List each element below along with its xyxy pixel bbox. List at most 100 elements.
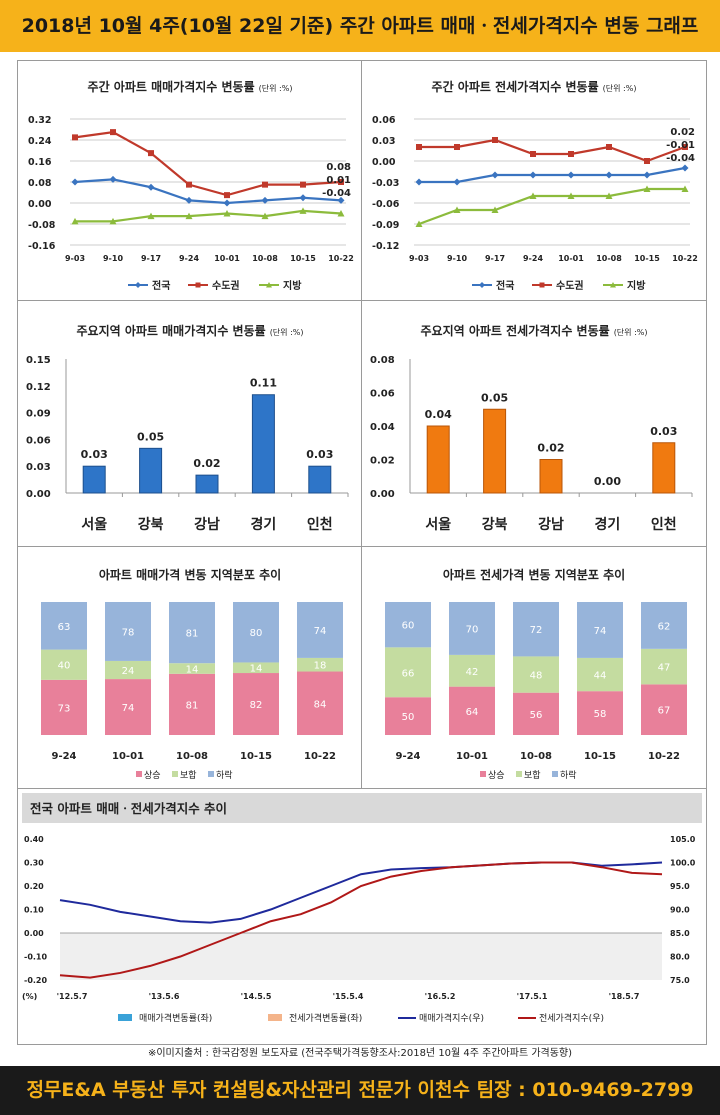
jeonse-region-chart: 주요지역 아파트 전세가격지수 변동률 (단위 :%) 0.08 0.06 0.04 0.…	[370, 323, 693, 533]
x-tick-label: 10-08	[252, 254, 278, 263]
segment-value-label: 14	[186, 665, 199, 676]
data-point	[491, 171, 499, 179]
end-value-label: 0.02	[670, 127, 695, 138]
data-point	[72, 134, 78, 141]
bar-value-label: 0.00	[594, 475, 621, 488]
stack-segment	[449, 686, 495, 735]
data-point	[337, 210, 345, 217]
end-value-label: -0.04	[322, 188, 351, 199]
stack-segment	[385, 647, 431, 698]
legend-swatch	[136, 771, 142, 777]
stack-segment	[105, 679, 151, 735]
segment-value-label: 74	[314, 626, 327, 637]
segment-value-label: 78	[122, 627, 135, 638]
stack-segment	[233, 662, 279, 674]
legend-swatch	[268, 1014, 282, 1021]
bar-value-label: 0.02	[193, 457, 220, 470]
stack-segment	[385, 602, 431, 648]
x-tick-label: 10-15	[634, 254, 660, 263]
category-label: 강북	[482, 516, 508, 533]
right-tick-label: 95.0	[670, 882, 690, 891]
stack-segment	[513, 656, 559, 693]
bar	[483, 408, 507, 494]
category-label: 10-08	[520, 751, 552, 762]
segment-value-label: 74	[122, 703, 135, 714]
x-tick-label: 10-08	[596, 254, 622, 263]
data-point	[605, 192, 613, 199]
data-point	[185, 212, 193, 220]
data-point	[415, 220, 423, 227]
data-point	[681, 185, 689, 192]
y-tick-label: 0.16	[28, 157, 52, 168]
x-tick-label: 10-15	[290, 254, 316, 263]
data-point	[261, 196, 269, 204]
category-label: 10-01	[112, 751, 144, 762]
bar	[251, 394, 275, 494]
data-point	[261, 212, 269, 220]
trend-panel: 전국 아파트 매매ㆍ전세가격지수 추이 0.40 105.0 0.30 100.0 0.2…	[17, 788, 707, 1045]
right-tick-label: 105.0	[670, 835, 696, 844]
shaded-area	[60, 933, 662, 980]
category-label: 10-15	[240, 751, 272, 762]
end-value-label: -0.01	[666, 140, 695, 151]
legend-swatch	[118, 1014, 132, 1021]
category-label: 강북	[138, 516, 164, 533]
bar	[139, 447, 163, 494]
bar-value-label: 0.03	[306, 448, 333, 461]
x-tick-label: 9-17	[485, 254, 505, 263]
series-line	[74, 130, 342, 197]
x-tick-label: '14.5.5	[241, 992, 272, 1001]
x-tick-label: '12.5.7	[57, 992, 88, 1001]
data-point	[299, 194, 307, 202]
y-tick-label: 0.00	[28, 199, 52, 210]
legend-label: 전세가격변동률(좌)	[289, 1012, 362, 1024]
legend-marker	[479, 282, 485, 288]
right-tick-label: 75.0	[670, 976, 690, 985]
left-tick-label: 0.00	[24, 929, 44, 938]
chart-title: 주요지역 아파트 매매가격지수 변동률 (단위 :%)	[77, 323, 304, 338]
legend-swatch	[552, 771, 558, 777]
bar	[82, 465, 106, 494]
chart-title: 아파트 매매가격 변동 지역분포 추이	[99, 567, 281, 582]
legend-label: 매매가격변동률(좌)	[139, 1012, 212, 1024]
bar	[195, 474, 219, 494]
sale-index-line	[59, 861, 663, 924]
bar	[308, 465, 332, 494]
legend-swatch	[208, 771, 214, 777]
x-tick-label: 9-17	[141, 254, 161, 263]
segment-value-label: 48	[530, 671, 543, 682]
y-tick-label: -0.08	[28, 220, 56, 231]
chart-title: 전국 아파트 매매ㆍ전세가격지수 추이	[30, 801, 227, 816]
stack-segment	[233, 673, 279, 735]
left-tick-label: -0.20	[24, 976, 47, 985]
data-point	[148, 150, 154, 157]
legend-marker	[610, 282, 616, 288]
left-tick-label: -0.10	[24, 953, 47, 962]
y-tick-label: 0.02	[370, 456, 395, 467]
category-label: 강남	[194, 516, 220, 533]
stack-segment	[41, 602, 87, 650]
data-point	[147, 183, 155, 191]
bar-value-label: 0.03	[650, 425, 677, 438]
stack-segment	[577, 691, 623, 735]
stack-segment	[169, 602, 215, 664]
x-unit-label: (%)	[22, 992, 37, 1001]
x-tick-label: 10-22	[672, 254, 698, 263]
bar	[539, 459, 563, 494]
y-tick-label: 0.04	[370, 422, 395, 433]
segment-value-label: 66	[402, 668, 415, 679]
y-tick-label: 0.00	[372, 157, 396, 168]
category-label: 인천	[307, 516, 333, 533]
segment-value-label: 81	[186, 700, 199, 711]
y-tick-label: 0.08	[370, 355, 395, 366]
stack-segment	[105, 602, 151, 661]
segment-value-label: 47	[658, 663, 671, 674]
jeonse-index-line	[59, 861, 663, 979]
segment-value-label: 84	[314, 699, 327, 710]
jeonse-dist-panel: 아파트 전세가격 변동 지역분포 추이 50 66 60 9-24 64 42 70 10-01…	[361, 546, 707, 790]
stack-segment	[577, 657, 623, 692]
data-point	[147, 212, 155, 220]
category-label: 서울	[81, 516, 107, 533]
category-label: 강남	[538, 516, 564, 533]
x-tick-label: 10-01	[214, 254, 240, 263]
